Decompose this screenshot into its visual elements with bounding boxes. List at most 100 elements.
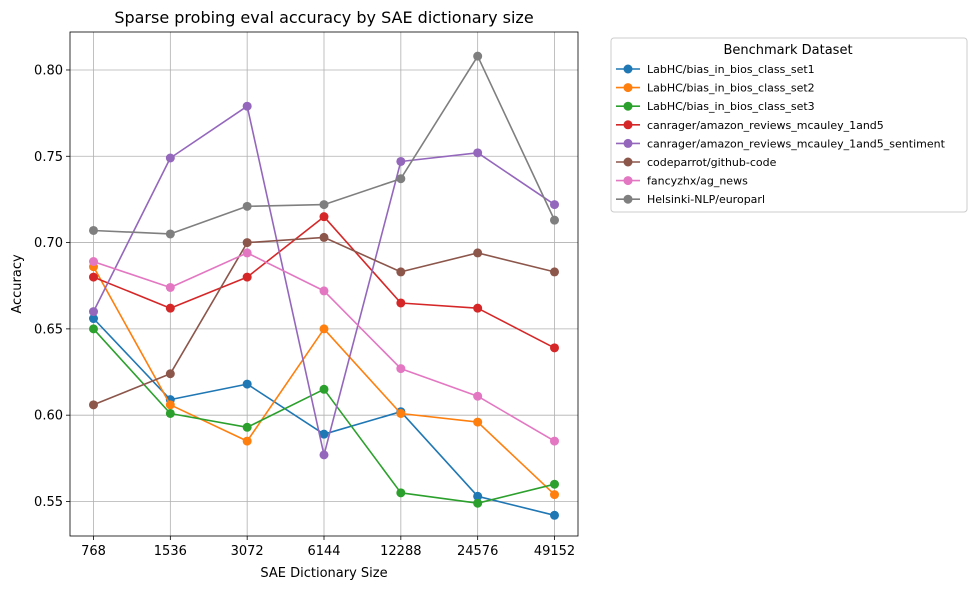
data-point — [165, 229, 175, 239]
y-tick-label: 0.60 — [34, 409, 63, 424]
data-point — [89, 307, 98, 317]
data-point — [242, 248, 252, 258]
data-point — [89, 400, 98, 410]
legend-label: LabHC/bias_in_bios_class_set3 — [647, 100, 815, 113]
legend-item: LabHC/bias_in_bios_class_set2 — [616, 82, 815, 95]
data-point — [165, 400, 175, 410]
x-axis-ticks: 768 1536 3072 6144 12288 24576 49152 — [81, 536, 575, 559]
legend-label: canrager/amazon_reviews_mcauley_1and5_se… — [647, 137, 946, 150]
x-tick-label: 3072 — [231, 544, 264, 559]
data-point — [550, 200, 559, 210]
grid-lines — [70, 32, 578, 536]
legend-label: Helsinki-NLP/europarl — [647, 193, 765, 206]
data-point — [473, 248, 483, 258]
data-point — [550, 490, 559, 500]
data-point — [165, 282, 175, 292]
data-point — [473, 391, 483, 401]
legend: Benchmark Dataset LabHC/bias_in_bios_cla… — [610, 37, 968, 213]
series-8 — [89, 51, 559, 239]
data-point — [396, 156, 406, 166]
data-point — [473, 417, 483, 427]
legend-marker — [623, 64, 633, 74]
legend-marker — [623, 120, 633, 130]
legend-title: Benchmark Dataset — [723, 43, 852, 58]
data-point — [319, 212, 329, 222]
series-6 — [89, 232, 559, 410]
x-tick-label: 24576 — [457, 544, 498, 559]
x-tick-label: 12288 — [380, 544, 421, 559]
x-tick-label: 1536 — [154, 544, 187, 559]
y-axis-ticks: 0.55 0.60 0.65 0.70 0.75 0.80 — [34, 63, 70, 510]
x-tick-label: 49152 — [534, 544, 575, 559]
legend-item: canrager/amazon_reviews_mcauley_1and5_se… — [616, 137, 946, 150]
data-point — [550, 267, 559, 277]
series-7 — [89, 248, 559, 446]
data-point — [242, 101, 252, 111]
series-2 — [89, 262, 559, 500]
data-point — [319, 286, 329, 296]
legend-marker — [623, 176, 633, 186]
data-point — [319, 429, 329, 439]
data-point — [242, 201, 252, 211]
y-tick-label: 0.80 — [34, 63, 63, 78]
data-point — [396, 408, 406, 418]
data-point — [550, 215, 559, 225]
data-point — [473, 498, 483, 508]
legend-item: codeparrot/github-code — [616, 156, 777, 169]
data-point — [89, 225, 98, 235]
data-point — [550, 479, 559, 489]
data-point — [319, 324, 329, 334]
legend-marker — [623, 138, 633, 148]
data-point — [89, 324, 98, 334]
data-point — [396, 174, 406, 184]
legend-label: LabHC/bias_in_bios_class_set2 — [647, 82, 815, 95]
data-point — [165, 153, 175, 163]
data-point — [319, 450, 329, 460]
legend-item: LabHC/bias_in_bios_class_set3 — [616, 100, 815, 113]
y-tick-label: 0.55 — [34, 495, 63, 510]
legend-label: canrager/amazon_reviews_mcauley_1and5 — [647, 119, 884, 132]
data-point — [242, 272, 252, 282]
data-point — [165, 408, 175, 418]
data-point — [89, 257, 98, 267]
y-axis-label: Accuracy — [10, 254, 25, 314]
legend-marker — [623, 101, 633, 111]
legend-item: Helsinki-NLP/europarl — [616, 193, 765, 206]
legend-label: LabHC/bias_in_bios_class_set1 — [647, 63, 815, 76]
data-point — [319, 232, 329, 242]
data-point — [242, 379, 252, 389]
data-point — [473, 491, 483, 501]
legend-item: LabHC/bias_in_bios_class_set1 — [616, 63, 815, 76]
legend-item: fancyzhx/ag_news — [616, 175, 748, 188]
data-point — [89, 314, 98, 324]
legend-marker — [623, 194, 633, 204]
legend-marker — [623, 83, 633, 93]
data-point — [473, 51, 483, 61]
data-point — [473, 148, 483, 158]
data-point — [242, 238, 252, 248]
legend-items: LabHC/bias_in_bios_class_set1 LabHC/bias_… — [616, 63, 946, 206]
data-point — [473, 303, 483, 313]
data-point — [550, 436, 559, 446]
data-point — [319, 200, 329, 210]
legend-marker — [623, 157, 633, 167]
data-point — [550, 343, 559, 353]
legend-item: canrager/amazon_reviews_mcauley_1and5 — [616, 119, 884, 132]
data-point — [165, 303, 175, 313]
series-layer — [89, 51, 559, 520]
data-point — [396, 364, 406, 374]
data-point — [242, 422, 252, 432]
legend-label: fancyzhx/ag_news — [647, 175, 748, 188]
y-tick-label: 0.75 — [34, 150, 63, 165]
y-tick-label: 0.70 — [34, 236, 63, 251]
data-point — [396, 298, 406, 308]
legend-box — [610, 37, 968, 213]
chart-title: Sparse probing eval accuracy by SAE dict… — [114, 8, 533, 27]
data-point — [165, 369, 175, 379]
x-axis-label: SAE Dictionary Size — [260, 566, 387, 581]
data-point — [89, 272, 98, 282]
series-4 — [89, 212, 559, 353]
series-3 — [89, 324, 559, 508]
data-point — [396, 267, 406, 277]
